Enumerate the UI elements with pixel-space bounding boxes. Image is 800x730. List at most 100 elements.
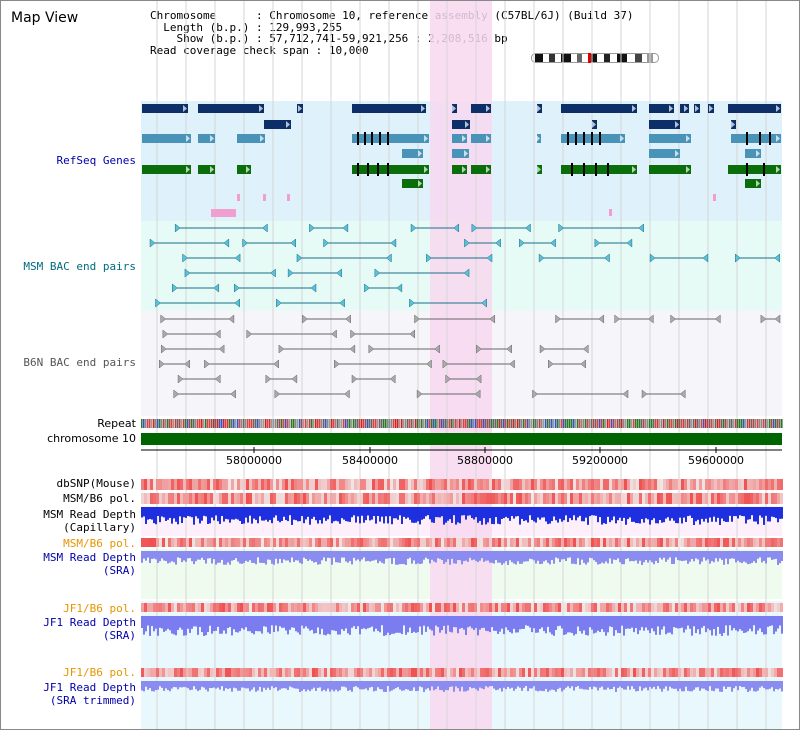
polymorphism-density <box>315 603 318 612</box>
read-depth-bar <box>711 507 713 522</box>
dbsnp-density <box>420 479 423 490</box>
read-depth-bar <box>573 551 575 564</box>
polymorphism-density <box>669 603 672 612</box>
read-depth-bar <box>517 616 519 633</box>
dbsnp-density <box>738 479 741 490</box>
read-depth-bar <box>427 616 429 627</box>
dbsnp-density <box>186 479 189 490</box>
read-depth-bar <box>259 507 261 517</box>
repeat-mark <box>321 419 323 428</box>
dbsnp-density <box>393 479 396 490</box>
read-depth-bar <box>741 681 743 688</box>
end-marker <box>278 344 285 354</box>
polymorphism-density <box>453 538 456 547</box>
read-depth-bar <box>359 507 361 524</box>
read-depth-bar <box>543 616 545 632</box>
read-depth-bar <box>323 616 325 635</box>
read-depth-bar <box>559 551 561 563</box>
read-depth-bar <box>323 507 325 518</box>
read-depth-bar <box>283 507 285 517</box>
dbsnp-track-label: dbSNP(Mouse) <box>56 477 136 490</box>
polymorphism-density <box>678 668 681 677</box>
read-depth-bar <box>753 551 755 562</box>
polymorphism-density <box>642 493 645 504</box>
read-depth-bar <box>485 681 487 687</box>
read-depth-bar <box>293 551 295 562</box>
read-depth-bar <box>217 507 219 522</box>
polymorphism-density <box>591 493 594 504</box>
repeat-mark <box>683 419 685 428</box>
end-marker <box>276 298 282 308</box>
read-depth-bar <box>457 616 459 634</box>
repeat-mark <box>269 419 271 428</box>
polymorphism-density <box>441 603 444 612</box>
read-depth-bar <box>519 507 521 525</box>
polymorphism-density <box>570 538 573 547</box>
read-depth-bar <box>757 551 759 559</box>
polymorphism-density <box>192 603 195 612</box>
polymorphism-density <box>411 538 414 547</box>
gene-feature <box>352 165 429 174</box>
read-depth-bar <box>223 616 225 631</box>
polymorphism-density <box>699 668 702 677</box>
polymorphism-density <box>582 668 585 677</box>
repeat-mark <box>379 419 381 428</box>
read-depth-bar <box>743 616 745 634</box>
gene-feature <box>402 179 423 188</box>
read-depth-bar <box>291 681 293 688</box>
read-depth-bar <box>769 507 771 522</box>
polymorphism-density <box>744 493 747 504</box>
polymorphism-density <box>234 493 237 504</box>
read-depth-bar <box>699 616 701 635</box>
dbsnp-density <box>171 479 174 490</box>
polymorphism-density <box>657 603 660 612</box>
polymorphism-density <box>198 603 201 612</box>
read-depth-bar <box>279 616 281 627</box>
polymorphism-density <box>291 493 294 504</box>
end-marker <box>350 329 356 339</box>
polymorphism-density <box>270 538 273 547</box>
read-depth-bar <box>449 616 451 632</box>
strand-arrow <box>298 105 302 112</box>
read-depth-bar <box>169 616 171 631</box>
read-depth-bar <box>545 616 547 634</box>
gene-feature <box>452 120 470 129</box>
exon-tick <box>583 163 585 176</box>
repeat-mark <box>519 419 521 428</box>
read-depth-bar <box>365 507 367 521</box>
repeat-mark <box>403 419 405 428</box>
dbsnp-density <box>201 479 204 490</box>
read-depth-bar <box>649 551 651 561</box>
dbsnp-density <box>669 479 672 490</box>
polymorphism-density <box>738 603 741 612</box>
read-depth-bar <box>699 551 701 565</box>
polymorphism-density <box>324 603 327 612</box>
read-depth-bar <box>751 616 753 632</box>
polymorphism-density <box>618 603 621 612</box>
polymorphism-density <box>213 493 216 504</box>
dbsnp-density <box>495 479 498 490</box>
read-depth-bar <box>745 507 747 524</box>
repeat-mark <box>693 419 695 428</box>
read-depth-bar <box>207 681 209 692</box>
repeat-mark <box>535 419 537 428</box>
dbsnp-density <box>231 479 234 490</box>
read-depth-bar <box>645 681 647 688</box>
polymorphism-density <box>318 538 321 547</box>
read-depth-bar <box>449 507 451 520</box>
read-depth-bar <box>355 507 357 523</box>
polymorphism-density <box>777 493 780 504</box>
read-depth-bar <box>601 507 603 525</box>
read-depth-bar <box>483 681 485 690</box>
read-depth-bar <box>229 507 231 523</box>
read-depth-bar <box>333 551 335 558</box>
repeat-mark <box>401 419 403 428</box>
repeat-mark <box>383 419 385 428</box>
dbsnp-density <box>540 479 543 490</box>
read-depth-bar <box>255 681 257 692</box>
polymorphism-density <box>303 538 306 547</box>
polymorphism-density <box>723 603 726 612</box>
read-depth-bar <box>503 616 505 635</box>
read-depth-bar <box>443 507 445 525</box>
